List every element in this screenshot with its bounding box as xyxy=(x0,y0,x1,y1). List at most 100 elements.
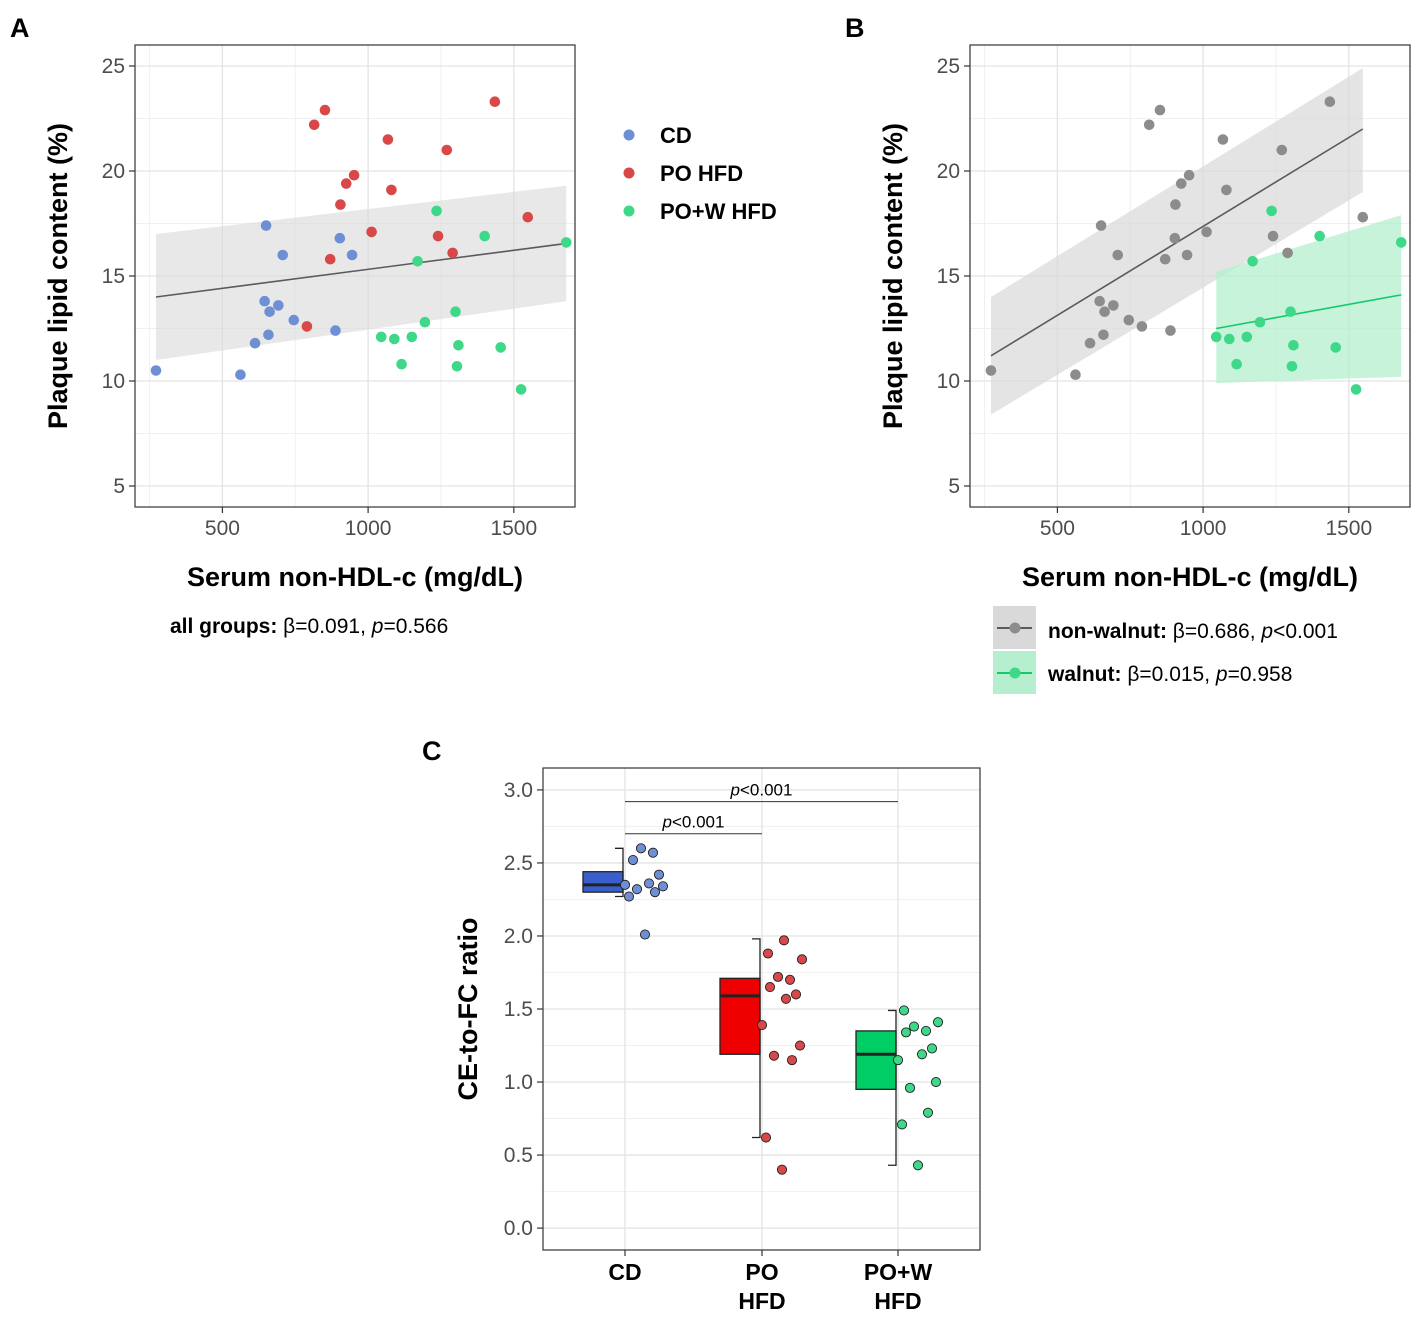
point-po-hfd xyxy=(776,1164,788,1175)
panel-a-xtick-label: 500 xyxy=(205,517,240,540)
panel-c-ytick-label: 2.5 xyxy=(504,852,533,875)
point-non-walnut xyxy=(1217,134,1229,145)
point-po-w-hfd xyxy=(920,1025,932,1036)
point-cd xyxy=(260,220,272,231)
point-cd xyxy=(334,232,346,244)
point-po-hfd xyxy=(796,954,808,965)
point-cd xyxy=(627,854,639,866)
panel-c-ytick-label: 1.0 xyxy=(504,1071,533,1094)
legend-non-walnut-beta: β=0.686, xyxy=(1167,620,1261,643)
point-non-walnut xyxy=(1169,232,1181,244)
point-non-walnut xyxy=(1084,337,1096,349)
point-po-w-hfd xyxy=(930,1076,942,1088)
legend-non-walnut-p: p xyxy=(1260,620,1273,643)
point-po-w-hfd xyxy=(916,1049,928,1060)
point-cd xyxy=(623,891,635,902)
point-cd xyxy=(619,879,631,890)
legend-non-walnut-text: non-walnut: β=0.686, p<0.001 xyxy=(1048,620,1338,643)
panel-c-points xyxy=(619,843,944,1175)
panel-a-stat-beta: β=0.091, xyxy=(277,615,371,638)
point-non-walnut xyxy=(1099,306,1110,318)
point-po-w-hfd xyxy=(479,230,490,242)
point-po-hfd xyxy=(778,935,790,946)
point-po-hfd xyxy=(780,993,792,1004)
point-walnut xyxy=(1231,358,1242,370)
point-po-hfd xyxy=(760,1132,772,1143)
point-po-hfd xyxy=(335,199,346,210)
comparison-pvalue: p<0.001 xyxy=(730,781,793,800)
point-po-hfd xyxy=(340,178,352,189)
point-cd xyxy=(647,847,659,858)
panel-b-ci-band-walnut xyxy=(1216,215,1402,384)
point-po-hfd xyxy=(794,1040,806,1051)
point-non-walnut xyxy=(1070,369,1081,381)
panel-c-boxes xyxy=(582,847,897,1166)
panel-a-xtick-label: 1500 xyxy=(490,517,537,540)
point-po-hfd xyxy=(762,948,774,959)
panel-b-ytick-label: 5 xyxy=(948,475,960,498)
point-po-w-hfd xyxy=(451,361,463,372)
panel-c-ytick-label: 0.0 xyxy=(504,1217,533,1240)
panel-a-stat-label: all groups: xyxy=(170,615,277,638)
point-walnut xyxy=(1330,342,1341,353)
point-po-hfd xyxy=(768,1050,780,1061)
box-po-hfd xyxy=(719,977,761,1055)
point-walnut xyxy=(1210,331,1222,343)
panel-c-grid xyxy=(543,768,980,1250)
panel-c-category-label: CD xyxy=(608,1259,641,1285)
point-non-walnut xyxy=(1098,329,1109,341)
panel-b: B 500 1000 1500 5 10 15 20 25 Plaque lipid cont… xyxy=(845,13,1411,694)
panel-c-category-label: PO+W xyxy=(864,1259,933,1285)
point-non-walnut xyxy=(1267,230,1279,242)
point-cd xyxy=(649,887,661,898)
point-cd xyxy=(150,365,162,376)
panel-a-ci-band xyxy=(155,185,567,360)
point-cd xyxy=(235,369,246,381)
panel-b-ytick-label: 10 xyxy=(937,370,960,393)
point-po-w-hfd xyxy=(450,306,461,318)
point-walnut xyxy=(1247,255,1258,267)
legend-non-walnut-label: non-walnut: xyxy=(1048,620,1167,643)
point-po-w-hfd xyxy=(453,340,464,351)
panel-a: A 500 1000 1500 5 10 15 20 25 Plaque lipid cont… xyxy=(10,13,777,638)
legend-walnut-text: walnut: β=0.015, p=0.958 xyxy=(1047,663,1292,686)
point-non-walnut xyxy=(1170,199,1181,210)
legend-pow-hfd-label: PO+W HFD xyxy=(660,199,777,224)
point-non-walnut xyxy=(1221,184,1232,196)
point-walnut xyxy=(1285,306,1296,318)
point-cd xyxy=(288,314,300,326)
panel-b-ytick-label: 20 xyxy=(937,160,960,183)
point-non-walnut xyxy=(985,365,997,376)
point-po-hfd xyxy=(790,989,802,1000)
point-po-w-hfd xyxy=(912,1160,924,1171)
panel-c-ytick-label: 1.5 xyxy=(504,998,533,1021)
point-po-hfd xyxy=(301,321,313,332)
panel-a-ytick-label: 20 xyxy=(102,160,125,183)
panel-c-comparisons: p<0.001 p<0.001 xyxy=(625,781,898,835)
point-non-walnut xyxy=(1112,249,1124,261)
point-po-w-hfd xyxy=(904,1082,916,1093)
point-po-hfd xyxy=(522,211,534,223)
box-po-w-hfd xyxy=(855,1030,897,1090)
legend-walnut-pvalue: =0.958 xyxy=(1228,663,1293,686)
box-whisker xyxy=(752,938,761,1139)
panel-a-regression-line xyxy=(155,242,567,298)
point-non-walnut xyxy=(1094,295,1105,307)
point-po-hfd xyxy=(772,971,784,982)
point-non-walnut xyxy=(1201,226,1212,238)
point-cd xyxy=(273,300,284,311)
panel-c-ticks: 0.0 0.5 1.0 1.5 2.0 2.5 3.0 CD PO HFD PO+W HFD xyxy=(504,779,933,1314)
point-cd xyxy=(346,249,358,261)
point-po-hfd xyxy=(786,1055,798,1066)
point-non-walnut xyxy=(1154,104,1166,116)
point-walnut xyxy=(1288,340,1299,351)
panel-c: C p<0.001 p<0.001 0.0 0.5 1.0 1.5 2.0 2.5 3.0 CD… xyxy=(422,736,981,1314)
point-cd xyxy=(657,881,669,892)
point-cd xyxy=(263,329,274,341)
point-po-w-hfd xyxy=(431,205,442,217)
point-non-walnut xyxy=(1108,300,1119,311)
point-non-walnut xyxy=(1282,247,1293,259)
point-walnut xyxy=(1314,230,1325,242)
point-walnut xyxy=(1266,205,1277,217)
point-non-walnut xyxy=(1276,144,1288,156)
